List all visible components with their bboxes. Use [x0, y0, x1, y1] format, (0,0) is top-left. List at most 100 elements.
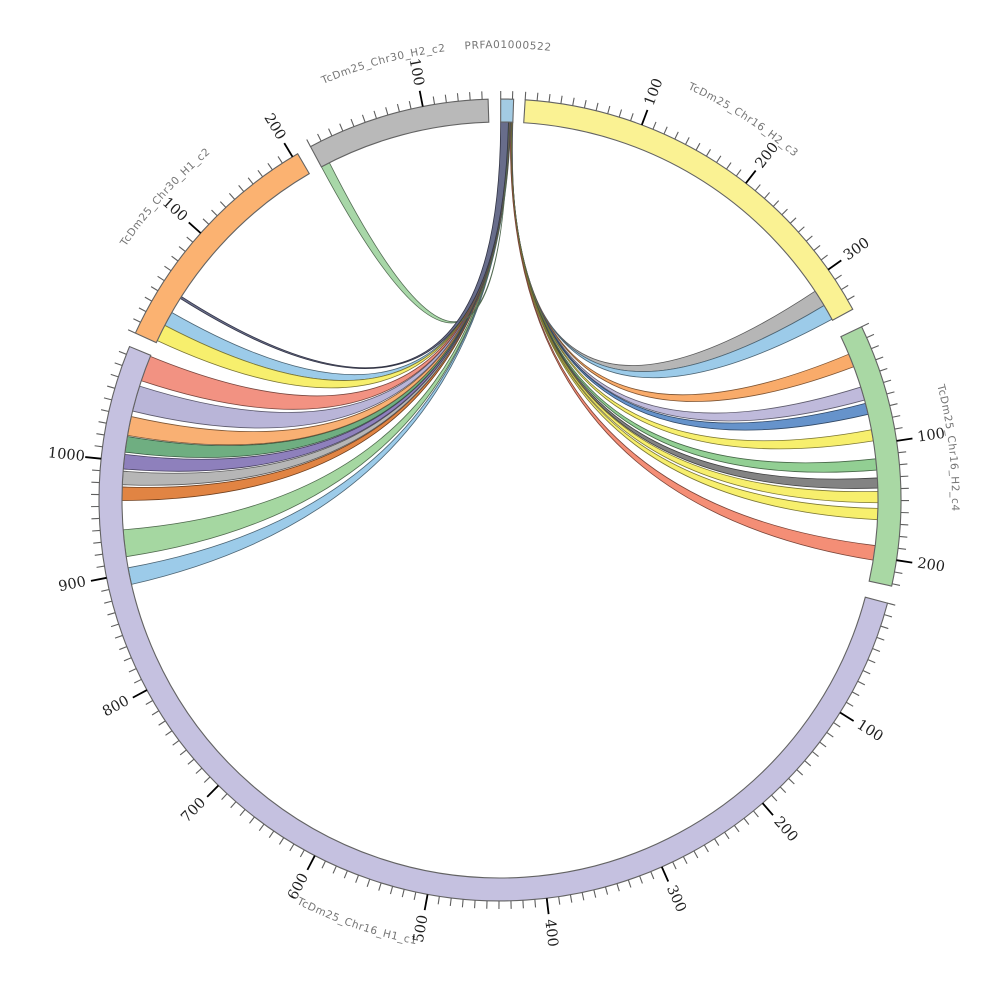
tick-minor-c1-720: [195, 767, 203, 774]
tick-major-c1-600: [306, 855, 316, 871]
tick-minor-c1-340: [616, 883, 620, 892]
tick-minor-c3-320: [841, 284, 849, 291]
tick-label-c1-300: 300: [663, 883, 689, 915]
segment-arc-prfa: [500, 98, 515, 123]
tick-minor-c4-70: [889, 403, 898, 407]
tick-label-c1-800: 800: [100, 693, 132, 720]
tick-minor-c1-830: [123, 657, 132, 662]
tick-minor-gr2-110: [432, 96, 436, 105]
tick-minor-c4-110: [898, 451, 907, 454]
segment-ticks-gr2: [306, 90, 483, 147]
tick-minor-c3-330: [847, 295, 855, 301]
tick-label-or2-200: 200: [260, 111, 288, 143]
tick-minor-c1-170: [788, 778, 795, 785]
tick-minor-gr2-10: [317, 133, 322, 142]
segment-label-c4: TcDm25_Chr16_H2_c4: [934, 382, 961, 512]
tick-minor-or2-160: [247, 177, 254, 185]
tick-minor-c1-160: [796, 769, 804, 776]
tick-minor-or2-170: [257, 170, 264, 178]
segment-ticks-c1: [85, 350, 896, 915]
tick-minor-gr2-30: [339, 123, 344, 132]
tick-minor-c1-610: [299, 849, 305, 858]
tick-minor-c1-10: [884, 614, 893, 618]
tick-minor-c1-530: [389, 886, 394, 895]
tick-minor-c1-460: [474, 900, 476, 909]
tick-major-c3-300: [827, 259, 842, 271]
tick-minor-gr2-50: [361, 114, 366, 123]
tick-minor-c3-150: [695, 142, 701, 151]
tick-minor-c4-10: [866, 333, 875, 339]
tick-minor-c4-120: [899, 463, 908, 466]
tick-minor-c1-370: [581, 892, 585, 901]
tick-minor-c1-990: [92, 469, 101, 472]
tick-minor-c1-940: [92, 529, 101, 532]
tick-minor-c1-60: [862, 669, 871, 675]
tick-minor-c3-30: [560, 95, 563, 104]
tick-minor-gr2-120: [444, 94, 447, 103]
tick-minor-c1-580: [332, 865, 337, 874]
tick-minor-c1-860: [110, 623, 119, 628]
tick-minor-c1-770: [158, 720, 166, 726]
tick-minor-c3-10: [536, 92, 539, 101]
tick-minor-c1-230: [733, 825, 740, 833]
tick-minor-c1-290: [672, 861, 677, 870]
tick-minor-c1-1050: [103, 397, 112, 401]
tick-minor-c4-0: [861, 322, 870, 328]
tick-minor-c1-1020: [96, 433, 105, 436]
segment-prfa: PRFA01000522: [464, 39, 552, 123]
tick-minor-c1-540: [378, 882, 382, 891]
tick-minor-c1-680: [230, 801, 237, 809]
tick-minor-c4-90: [894, 427, 903, 430]
tick-minor-c1-850: [114, 634, 123, 639]
ribbon-layer: [121, 121, 879, 585]
tick-minor-c1-910: [96, 565, 105, 568]
tick-minor-gr2-0: [306, 139, 311, 147]
tick-minor-c4-40: [879, 367, 888, 372]
tick-major-c1-100: [839, 711, 855, 722]
tick-major-c4-100: [896, 437, 913, 442]
tick-minor-c3-220: [763, 192, 771, 199]
tick-minor-c3-310: [834, 274, 842, 280]
segment-label-prfa: PRFA01000522: [464, 39, 552, 54]
tick-minor-c1-730: [187, 758, 195, 765]
tick-minor-c4-220: [892, 583, 901, 586]
tick-minor-gr2-130: [456, 93, 459, 102]
tick-minor-c1-0: [887, 602, 896, 606]
tick-minor-c1-310: [650, 871, 655, 880]
tick-label-c1-1000: 1000: [47, 445, 85, 465]
tick-minor-c4-180: [899, 535, 908, 538]
tick-minor-c1-740: [179, 749, 187, 756]
tick-minor-c1-570: [343, 870, 348, 879]
segment-arc-c1: [98, 345, 889, 902]
tick-label-c1-200: 200: [770, 814, 800, 845]
tick-label-gr2-100: 100: [406, 57, 427, 87]
tick-label-c1-100: 100: [854, 717, 886, 745]
tick-minor-c1-1010: [94, 445, 103, 448]
tick-minor-c1-840: [119, 646, 127, 651]
tick-minor-c1-350: [604, 886, 609, 895]
tick-minor-or2-130: [219, 201, 227, 208]
tick-minor-c1-490: [437, 896, 440, 905]
tick-minor-c1-410: [534, 899, 537, 908]
tick-minor-c1-270: [693, 850, 699, 859]
tick-major-c1-500: [423, 894, 429, 911]
tick-minor-c3-190: [735, 169, 742, 177]
tick-minor-c3-80: [618, 109, 623, 118]
tick-minor-c3-180: [726, 162, 732, 170]
tick-minor-c1-760: [165, 730, 173, 736]
tick-minor-c1-40: [872, 648, 881, 653]
tick-minor-c3-70: [607, 105, 611, 114]
tick-label-c3-100: 100: [642, 76, 667, 108]
tick-minor-c1-790: [145, 700, 154, 705]
tick-minor-c1-260: [703, 844, 709, 853]
tick-minor-or2-60: [164, 265, 172, 272]
tick-minor-gr2-90: [408, 101, 412, 110]
tick-minor-c1-390: [558, 896, 561, 905]
tick-minor-c1-190: [771, 794, 778, 802]
segment-gr2: TcDm25_Chr30_H2_c2: [306, 42, 490, 168]
tick-minor-c1-620: [289, 843, 295, 852]
tick-minor-c1-820: [128, 668, 137, 673]
segment-c3: TcDm25_Chr16_H2_c3: [523, 80, 855, 321]
